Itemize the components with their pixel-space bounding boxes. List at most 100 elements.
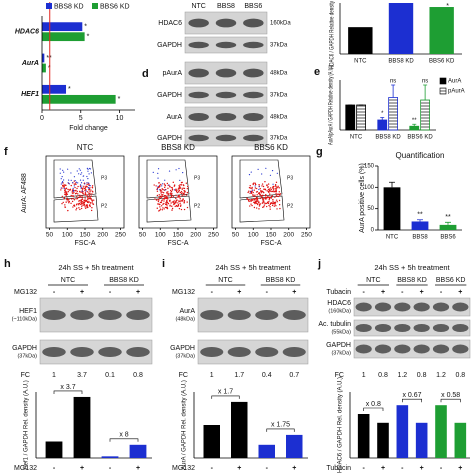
treatment-sign: -	[440, 289, 443, 296]
event-dot	[91, 186, 93, 189]
blot-size: (160kDa)	[328, 308, 351, 314]
event-dot	[180, 184, 183, 186]
event-dot	[88, 201, 90, 204]
bar	[231, 401, 248, 458]
event-dot	[78, 200, 80, 202]
error-bar	[445, 221, 451, 225]
event-dot	[183, 187, 186, 190]
event-dot	[181, 194, 183, 197]
y-axis-label: HDAC6 / GAPDH Rel. density (A.U.)	[338, 377, 344, 473]
event-dot	[268, 204, 270, 207]
event-dot	[79, 196, 81, 198]
band	[188, 134, 209, 142]
x-tick-label: 150	[173, 232, 184, 239]
event-dot	[160, 192, 162, 194]
event-dot	[84, 189, 86, 192]
event-dot	[275, 181, 278, 184]
blot-size: 48kDa	[270, 71, 288, 77]
event-dot	[258, 184, 260, 186]
x-tick-label: 100	[248, 232, 259, 239]
event-dot	[65, 190, 67, 193]
event-dot	[169, 196, 172, 199]
event-dot	[260, 192, 262, 194]
significance: **	[445, 214, 451, 221]
event-dot	[83, 201, 86, 204]
bar	[429, 7, 454, 55]
event-dot	[171, 207, 174, 210]
event-dot	[82, 179, 84, 181]
event-dot	[249, 205, 251, 207]
treatment-sign: +	[237, 465, 241, 472]
bar	[377, 422, 389, 458]
event-dot	[84, 187, 86, 189]
group-label: BBS8 KD	[397, 277, 427, 284]
event-dot	[251, 189, 254, 191]
event-dot	[171, 187, 174, 189]
event-dot	[270, 190, 272, 193]
event-dot	[87, 206, 89, 208]
event-dot	[269, 174, 272, 176]
band	[215, 68, 237, 78]
event-dot	[158, 198, 160, 201]
event-dot	[81, 185, 83, 187]
treatment-sign: -	[401, 465, 404, 472]
event-dot	[178, 167, 180, 170]
event-dot	[278, 199, 281, 202]
event-dot	[263, 188, 265, 190]
bar	[258, 444, 275, 458]
event-dot	[256, 194, 258, 196]
treatment-sign: +	[292, 289, 296, 296]
event-dot	[64, 206, 67, 208]
event-dot	[88, 173, 90, 175]
event-dot	[79, 185, 82, 187]
event-dot	[67, 190, 70, 193]
band	[243, 41, 264, 49]
event-dot	[87, 187, 89, 189]
event-dot	[256, 203, 259, 206]
event-dot	[173, 203, 175, 206]
x-axis-label: Fold change	[69, 125, 108, 132]
event-dot	[254, 183, 257, 186]
band	[42, 310, 66, 320]
event-dot	[276, 200, 278, 203]
event-dot	[61, 176, 63, 178]
blot-label: GAPDH	[170, 345, 195, 352]
event-dot	[177, 203, 180, 206]
event-dot	[251, 186, 253, 189]
event-dot	[179, 198, 181, 200]
event-dot	[173, 185, 176, 187]
event-dot	[60, 183, 62, 185]
band	[188, 18, 209, 28]
event-dot	[179, 196, 181, 198]
blot-size: 37kDa	[270, 93, 288, 99]
event-dot	[160, 205, 163, 207]
gate	[146, 195, 192, 223]
event-dot	[260, 196, 263, 198]
blot-size: (37kDa)	[331, 350, 351, 356]
event-dot	[85, 185, 87, 187]
event-dot	[175, 204, 178, 207]
legend-label: BBS8 KD	[54, 3, 84, 10]
event-dot	[274, 188, 277, 190]
treatment-label: MG132	[172, 465, 195, 472]
band	[70, 347, 94, 357]
event-dot	[276, 208, 278, 210]
event-dot	[89, 196, 91, 199]
event-dot	[63, 185, 65, 188]
event-dot	[178, 190, 180, 192]
event-dot	[67, 188, 69, 191]
y-tick-label: 0	[371, 228, 375, 234]
event-dot	[79, 208, 81, 211]
event-dot	[268, 197, 271, 199]
event-dot	[90, 209, 93, 212]
panel-letter: g	[316, 146, 323, 158]
x-tick-label: 10	[116, 115, 124, 122]
significance: **	[412, 118, 417, 124]
event-dot	[275, 192, 277, 195]
legend-label: AurA	[448, 79, 461, 85]
event-dot	[246, 197, 248, 200]
error-bar	[417, 219, 423, 222]
event-dot	[270, 188, 272, 191]
event-dot	[248, 187, 251, 189]
y-axis-label: AurA positive cells (%)	[359, 163, 366, 233]
